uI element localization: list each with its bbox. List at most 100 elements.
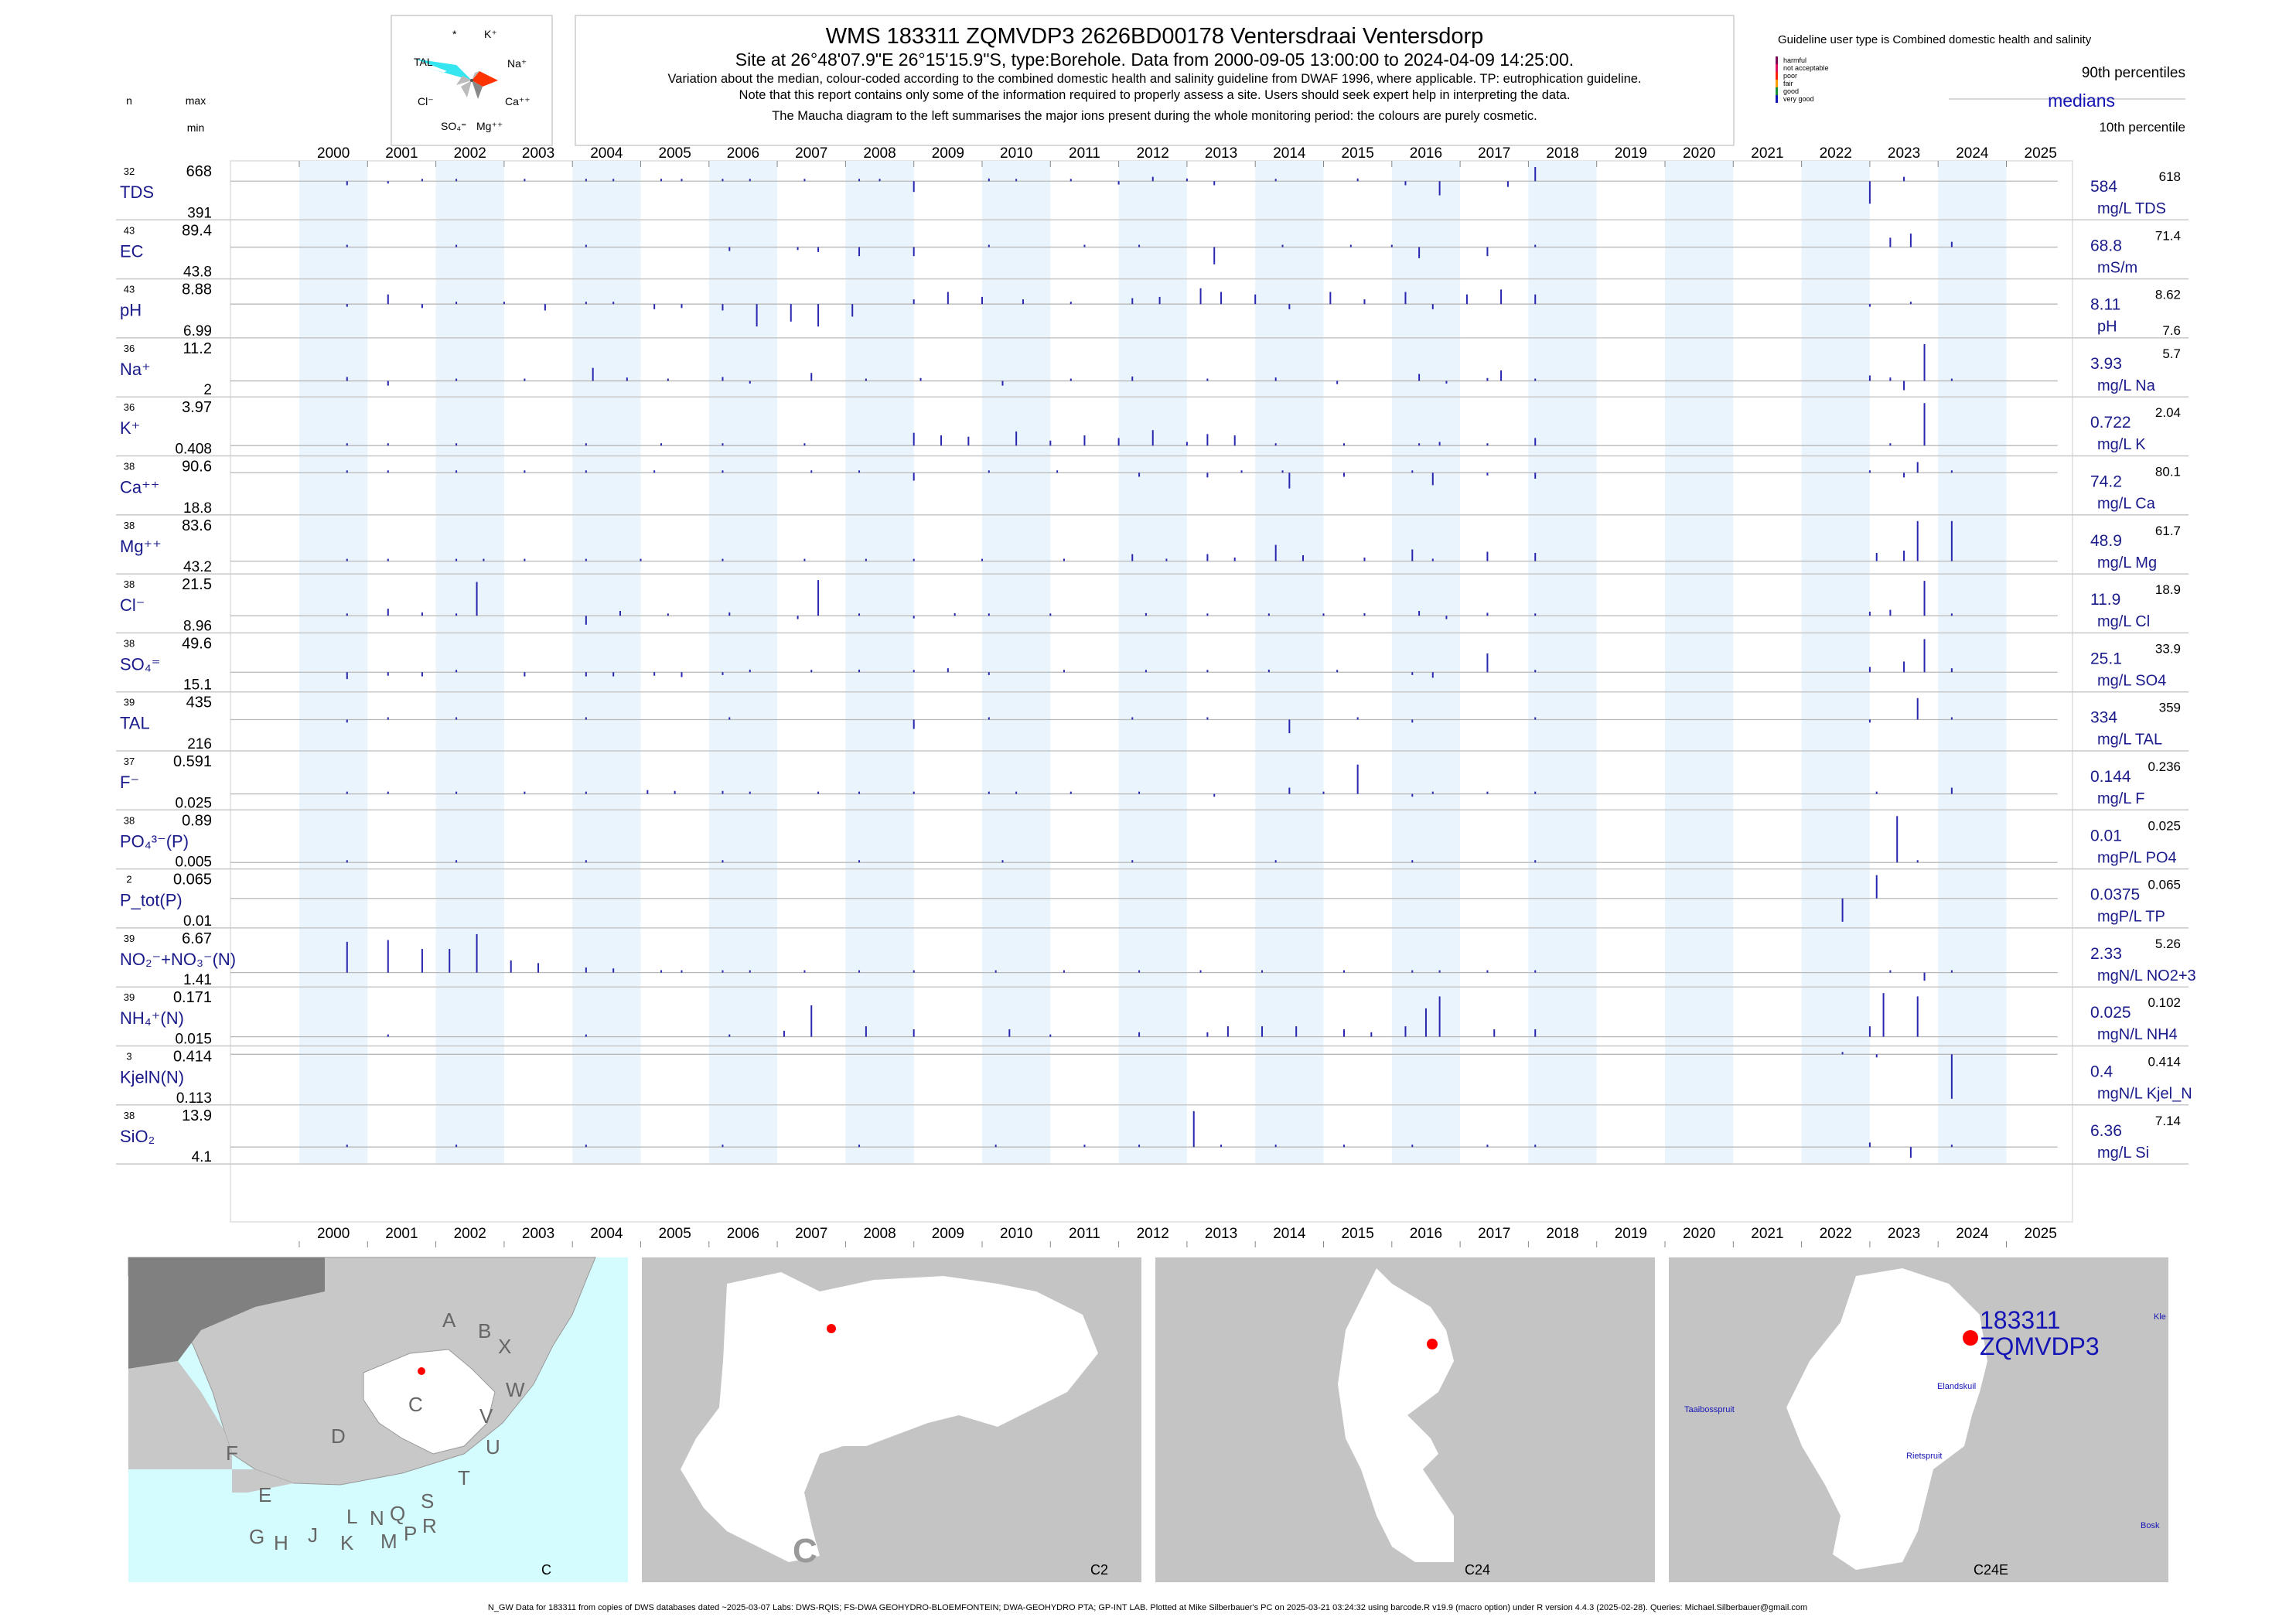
legend-category-5: very good: [1783, 95, 1814, 103]
p90-TAL: 359: [2159, 701, 2181, 715]
median-value-EC: 68.8: [2090, 237, 2122, 254]
map-c-region-f: F: [226, 1441, 238, 1465]
row-Cl: 38 21.5 8.96 Cl⁻ 11.9 mg/L Cl 18.9: [116, 576, 2189, 634]
x-bottom-tick-2002: 2002: [454, 1226, 486, 1242]
p90-TDS: 618: [2159, 169, 2181, 184]
legend-swatch-3: [1776, 80, 1778, 87]
legend-p90: 90th percentiles: [2082, 65, 2185, 81]
map-c-region-c: C: [408, 1393, 423, 1416]
x-top-tick-2014: 2014: [1273, 145, 1306, 162]
x-bottom-tick-2008: 2008: [863, 1226, 896, 1242]
n-NH4: 39: [124, 991, 135, 1003]
max-Mg: 83.6: [182, 517, 212, 534]
min-Na: 2: [203, 382, 212, 398]
maucha-label-mg: Mg⁺⁺: [476, 120, 503, 132]
x-top-tick-2004: 2004: [590, 145, 623, 162]
map-c-region-m: M: [380, 1530, 397, 1553]
x-top-tick-2006: 2006: [727, 145, 759, 162]
x-bottom-tick-2005: 2005: [659, 1226, 691, 1242]
x-bottom-tick-2007: 2007: [795, 1226, 827, 1242]
median-value-NO3: 2.33: [2090, 945, 2122, 963]
min-SO4: 15.1: [183, 677, 212, 694]
x-top-tick-2000: 2000: [317, 145, 350, 162]
x-bottom-tick-2018: 2018: [1546, 1226, 1578, 1242]
map-c-region-a: A: [442, 1308, 456, 1332]
map-c24e-site-id: 183311: [1980, 1306, 2060, 1334]
legend-category-3: fair: [1783, 80, 1793, 87]
map-c-region-v: V: [479, 1404, 493, 1428]
x-top-tick-2021: 2021: [1751, 145, 1783, 162]
x-top-tick-2015: 2015: [1342, 145, 1374, 162]
row-Ca: 38 90.6 18.8 Ca⁺⁺ 74.2 mg/L Ca 80.1: [116, 459, 2189, 517]
p90-K: 2.04: [2155, 405, 2181, 420]
shade-2006: [708, 161, 778, 1165]
shade-2004: [572, 161, 641, 1165]
legend: Guideline user type is Combined domestic…: [1776, 33, 2185, 135]
footer-note: N_GW Data for 183311 from copies of DWS …: [488, 1603, 1807, 1612]
row-KjelN: 3 0.414 0.113 KjelN(N) 0.4 mgN/L Kjel_N 0.414: [116, 1049, 2192, 1107]
n-EC: 43: [124, 224, 135, 236]
x-top-tick-2007: 2007: [795, 145, 827, 162]
legend-medians: medians: [2048, 90, 2115, 111]
map-place-rietspruit: Rietspruit: [1906, 1452, 1942, 1461]
max-Ca: 90.6: [182, 459, 212, 476]
min-Ca: 18.8: [183, 500, 212, 517]
map-c-region-g: G: [249, 1525, 264, 1548]
map-place-kle: Kle: [2154, 1312, 2166, 1322]
median-value-TDS: 584: [2090, 178, 2117, 196]
param-KjelN: KjelN(N): [120, 1068, 184, 1087]
min-NO3: 1.41: [183, 972, 212, 988]
param-K: K⁺: [120, 418, 140, 438]
n-pH: 43: [124, 284, 135, 295]
row-NH4: 39 0.171 0.015 NH₄⁺(N) 0.025 mgN/L NH4 0.102: [116, 989, 2189, 1048]
n-TAL: 39: [124, 697, 135, 708]
n-PO4: 38: [124, 814, 135, 826]
shade-2018: [1528, 161, 1597, 1165]
map-c2-label: C2: [1090, 1562, 1108, 1578]
map-c-region-r: R: [422, 1514, 437, 1537]
min-TP: 0.01: [183, 913, 212, 930]
shade-2012: [1118, 161, 1187, 1165]
legend-category-4: good: [1783, 87, 1799, 95]
guideline-title: Guideline user type is Combined domestic…: [1778, 33, 2092, 46]
map-c-region-e: E: [258, 1483, 271, 1506]
median-value-TAL: 334: [2090, 709, 2117, 727]
row-EC: 43 89.4 43.8 EC 68.8 mS/m 71.4: [116, 222, 2189, 281]
note-1: Variation about the median, colour-coded…: [667, 72, 1641, 86]
max-Na: 11.2: [183, 340, 212, 357]
n-TDS: 32: [124, 165, 135, 177]
median-value-F: 0.144: [2090, 768, 2131, 786]
p90-TP: 0.065: [2148, 878, 2181, 892]
min-Mg: 43.2: [183, 559, 212, 575]
row-SiO2: 38 13.9 4.1 SiO₂ 6.36 mg/L Si 7.14: [116, 1107, 2189, 1165]
param-Mg: Mg⁺⁺: [120, 537, 162, 556]
map-c24e-site-marker: [1963, 1330, 1978, 1346]
n-SO4: 38: [124, 637, 135, 649]
p90-SO4: 33.9: [2155, 641, 2181, 656]
x-bottom-tick-2020: 2020: [1683, 1226, 1715, 1242]
map-panel-c24e: 183311 ZQMVDP3 Elandskuil Taaibosspruit …: [1669, 1257, 2168, 1582]
map-c-region-q: Q: [390, 1502, 405, 1525]
map-c-region-x: X: [498, 1335, 511, 1358]
unit-PO4: mgP/L PO4: [2097, 849, 2177, 866]
map-place-bosk: Bosk: [2141, 1521, 2160, 1530]
row-SO4: 38 49.6 15.1 SO₄⁼ 25.1 mg/L SO4 33.9: [116, 635, 2189, 694]
x-top-tick-2005: 2005: [659, 145, 691, 162]
title-box: [575, 15, 1735, 146]
row-PO4: 38 0.89 0.005 PO₄³⁻(P) 0.01 mgP/L PO4 0.025: [116, 812, 2189, 871]
maucha-label-so4: SO₄⁼: [441, 120, 466, 132]
p10-pH: 7.6: [2162, 323, 2181, 338]
map-c24e-site-code: ZQMVDP3: [1980, 1332, 2100, 1360]
map-c-region-s: S: [421, 1489, 434, 1513]
n-Cl: 38: [124, 578, 135, 590]
x-top-tick-2018: 2018: [1546, 145, 1578, 162]
legend-category-0: harmful: [1783, 56, 1806, 64]
map-c2-big-letter: C: [793, 1532, 817, 1570]
median-value-pH: 8.11: [2090, 296, 2120, 314]
map-c-region-k: K: [340, 1531, 354, 1554]
unit-TAL: mg/L TAL: [2097, 732, 2162, 749]
map-c24-site-marker: [1427, 1339, 1438, 1349]
x-top-tick-2002: 2002: [454, 145, 486, 162]
